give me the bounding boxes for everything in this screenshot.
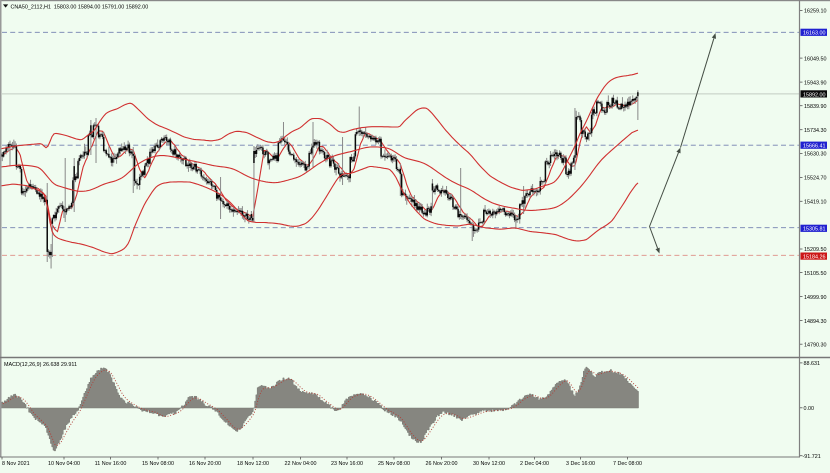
- svg-text:15305.81: 15305.81: [803, 227, 825, 233]
- svg-text:15184.26: 15184.26: [803, 255, 825, 261]
- svg-text:16259.10: 16259.10: [804, 9, 826, 15]
- svg-text:18 Nov 12:00: 18 Nov 12:00: [237, 461, 269, 467]
- svg-text:14790.30: 14790.30: [804, 342, 826, 348]
- svg-text:8 Nov 2021: 8 Nov 2021: [2, 461, 30, 467]
- svg-text:14894.30: 14894.30: [804, 319, 826, 325]
- svg-text:15734.30: 15734.30: [804, 128, 826, 134]
- svg-text:15419.10: 15419.10: [804, 200, 826, 206]
- svg-text:16 Nov 20:00: 16 Nov 20:00: [189, 461, 221, 467]
- svg-text:15105.50: 15105.50: [804, 271, 826, 277]
- svg-text:15630.30: 15630.30: [804, 152, 826, 158]
- svg-text:0.00: 0.00: [804, 406, 815, 412]
- svg-text:25 Nov 08:00: 25 Nov 08:00: [378, 461, 410, 467]
- svg-text:3 Dec 16:00: 3 Dec 16:00: [566, 461, 595, 467]
- svg-text:10 Nov 04:00: 10 Nov 04:00: [48, 461, 80, 467]
- svg-text:15892.00: 15892.00: [803, 92, 825, 98]
- svg-text:23 Nov 16:00: 23 Nov 16:00: [331, 461, 363, 467]
- svg-text:15 Nov 08:00: 15 Nov 08:00: [142, 461, 174, 467]
- svg-text:22 Nov 04:00: 22 Nov 04:00: [284, 461, 316, 467]
- svg-text:7 Dec 08:00: 7 Dec 08:00: [613, 461, 642, 467]
- svg-text:15943.90: 15943.90: [804, 80, 826, 86]
- svg-text:11 Nov 16:00: 11 Nov 16:00: [95, 461, 127, 467]
- svg-text:15666.41: 15666.41: [803, 144, 825, 150]
- svg-text:30 Nov 12:00: 30 Nov 12:00: [473, 461, 505, 467]
- svg-text:16163.00: 16163.00: [803, 31, 825, 37]
- svg-text:14999.90: 14999.90: [804, 295, 826, 301]
- svg-text:15524.70: 15524.70: [804, 176, 826, 182]
- svg-text:16049.50: 16049.50: [804, 56, 826, 62]
- svg-text:15209.50: 15209.50: [804, 247, 826, 253]
- svg-text:2 Dec 04:00: 2 Dec 04:00: [520, 461, 549, 467]
- svg-text:MACD(12,26,9) 26.638 29.911: MACD(12,26,9) 26.638 29.911: [4, 362, 77, 368]
- svg-text:26 Nov 20:00: 26 Nov 20:00: [425, 461, 457, 467]
- svg-text:-91.721: -91.721: [803, 454, 821, 460]
- svg-text:CNA50_2112,H1 15803.00 15894.: CNA50_2112,H1 15803.00 15894.00 15791.00…: [11, 4, 149, 10]
- svg-text:15839.90: 15839.90: [804, 104, 826, 110]
- svg-text:88.631: 88.631: [804, 361, 821, 367]
